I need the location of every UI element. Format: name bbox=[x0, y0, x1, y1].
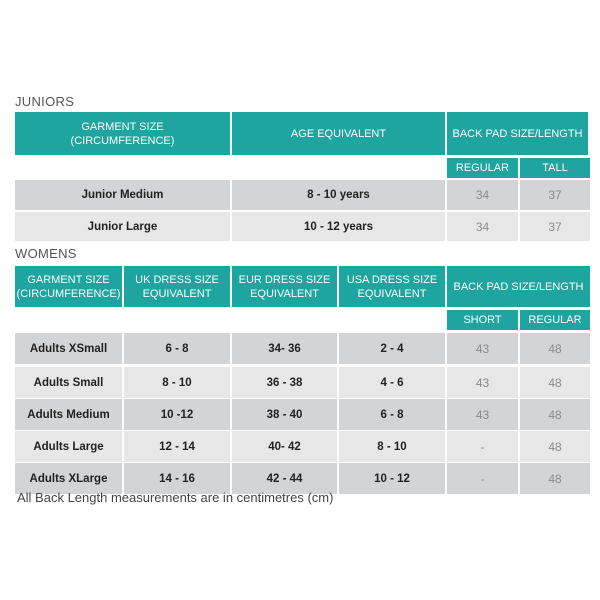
table-cell: Junior Large bbox=[15, 212, 230, 241]
table-cell: - bbox=[447, 431, 518, 462]
subheader-cell: SHORT bbox=[447, 310, 518, 330]
table-cell: 48 bbox=[520, 399, 590, 430]
table-cell: 8 - 10 years bbox=[232, 180, 445, 210]
header-cell: EUR DRESS SIZE EQUIVALENT bbox=[232, 266, 337, 307]
table-cell: Adults Large bbox=[15, 431, 122, 462]
table-cell: 6 - 8 bbox=[124, 333, 230, 364]
table-cell: 43 bbox=[447, 367, 518, 398]
subheader-cell: TALL bbox=[520, 158, 590, 178]
juniors-title: JUNIORS bbox=[15, 94, 75, 109]
table-cell: Adults Medium bbox=[15, 399, 122, 430]
table-cell: 10 - 12 years bbox=[232, 212, 445, 241]
table-cell: 8 - 10 bbox=[124, 367, 230, 398]
table-cell: 37 bbox=[520, 180, 590, 210]
table-cell: 36 - 38 bbox=[232, 367, 337, 398]
table-cell: 6 - 8 bbox=[339, 399, 445, 430]
table-cell: 34 bbox=[447, 212, 518, 241]
header-cell: AGE EQUIVALENT bbox=[232, 112, 445, 155]
womens-title: WOMENS bbox=[15, 246, 77, 261]
table-cell: 34- 36 bbox=[232, 333, 337, 364]
table-cell: - bbox=[447, 463, 518, 494]
header-cell: GARMENT SIZE (CIRCUMFERENCE) bbox=[15, 112, 230, 155]
table-cell: 10 -12 bbox=[124, 399, 230, 430]
header-cell: UK DRESS SIZE EQUIVALENT bbox=[124, 266, 230, 307]
table-cell: 37 bbox=[520, 212, 590, 241]
table-cell: 48 bbox=[520, 463, 590, 494]
header-cell: USA DRESS SIZE EQUIVALENT bbox=[339, 266, 445, 307]
table-cell: Junior Medium bbox=[15, 180, 230, 210]
table-cell: 48 bbox=[520, 431, 590, 462]
table-cell: 14 - 16 bbox=[124, 463, 230, 494]
table-cell: Adults XLarge bbox=[15, 463, 122, 494]
table-cell: Adults Small bbox=[15, 367, 122, 398]
table-cell: 43 bbox=[447, 333, 518, 364]
header-cell: BACK PAD SIZE/LENGTH bbox=[447, 112, 588, 155]
table-cell: Adults XSmall bbox=[15, 333, 122, 364]
table-cell: 10 - 12 bbox=[339, 463, 445, 494]
table-cell: 34 bbox=[447, 180, 518, 210]
table-cell: 38 - 40 bbox=[232, 399, 337, 430]
subheader-cell: REGULAR bbox=[520, 310, 590, 330]
table-cell: 43 bbox=[447, 399, 518, 430]
table-cell: 40- 42 bbox=[232, 431, 337, 462]
table-cell: 42 - 44 bbox=[232, 463, 337, 494]
subheader-cell: REGULAR bbox=[447, 158, 518, 178]
table-cell: 12 - 14 bbox=[124, 431, 230, 462]
table-cell: 4 - 6 bbox=[339, 367, 445, 398]
table-cell: 48 bbox=[520, 333, 590, 364]
footnote: All Back Length measurements are in cent… bbox=[17, 490, 334, 505]
table-cell: 8 - 10 bbox=[339, 431, 445, 462]
header-cell: GARMENT SIZE (CIRCUMFERENCE) bbox=[15, 266, 122, 307]
table-cell: 48 bbox=[520, 367, 590, 398]
header-cell: BACK PAD SIZE/LENGTH bbox=[447, 266, 590, 307]
table-cell: 2 - 4 bbox=[339, 333, 445, 364]
